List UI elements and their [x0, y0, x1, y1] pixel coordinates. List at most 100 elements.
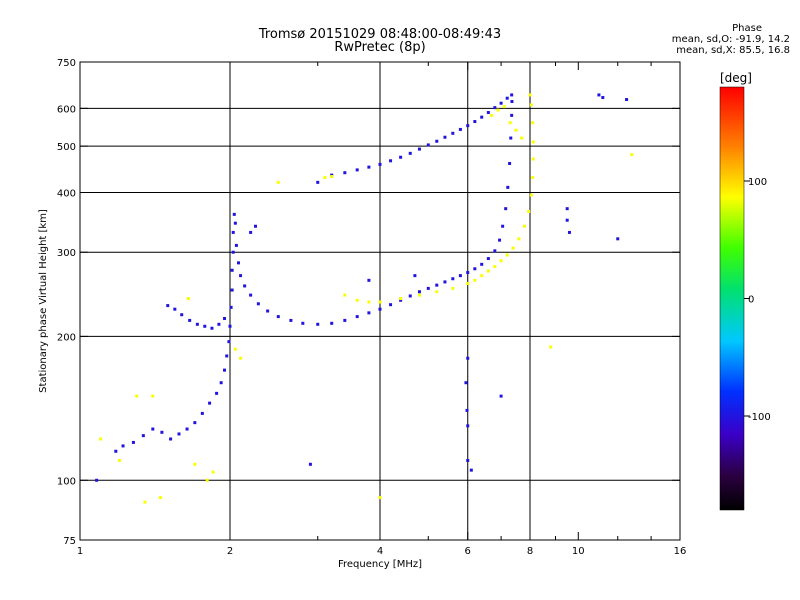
data-point-x-mode	[466, 282, 470, 286]
data-point-o-mode	[473, 267, 477, 271]
data-point-x-mode	[549, 345, 553, 349]
data-point-x-mode	[496, 108, 500, 112]
data-point-o-mode	[166, 304, 170, 308]
data-point-o-mode	[121, 444, 125, 448]
data-point-o-mode	[160, 430, 164, 434]
data-point-x-mode	[531, 140, 535, 144]
data-point-o-mode	[177, 432, 181, 436]
data-point-o-mode	[230, 288, 234, 292]
data-point-o-mode	[469, 468, 473, 472]
data-point-x-mode	[528, 93, 532, 97]
data-point-o-mode	[249, 230, 253, 234]
data-point-x-mode	[505, 253, 509, 257]
data-point-o-mode	[466, 356, 470, 360]
data-point-x-mode	[158, 496, 162, 500]
data-point-o-mode	[473, 120, 477, 124]
data-point-o-mode	[233, 221, 237, 225]
data-point-o-mode	[508, 161, 512, 165]
data-point-o-mode	[308, 462, 312, 466]
axis-ticks: 1 2 4 6 8 10 16 75 100 200 300 400 500 600 750	[57, 58, 686, 557]
x-tick-label: 16	[674, 546, 687, 557]
data-point-o-mode	[227, 340, 231, 344]
data-point-o-mode	[509, 136, 513, 140]
data-point-x-mode	[630, 153, 634, 157]
data-point-x-mode	[276, 180, 280, 184]
data-point-o-mode	[498, 238, 502, 242]
data-point-o-mode	[466, 458, 470, 462]
data-point-o-mode	[276, 315, 280, 319]
data-point-o-mode	[195, 322, 199, 326]
data-point-x-mode	[502, 105, 506, 109]
data-point-x-mode	[193, 462, 197, 466]
data-point-x-mode	[239, 356, 243, 360]
x-tick-label: 1	[77, 546, 83, 557]
data-point-x-mode	[529, 103, 533, 107]
data-point-o-mode	[236, 261, 240, 265]
data-point-o-mode	[301, 321, 305, 325]
data-point-o-mode	[601, 96, 605, 100]
colorbar-tick-label: 100	[748, 177, 767, 188]
phase-stats-x-mode: mean, sd,X: 85.5, 16.8	[676, 45, 790, 56]
data-point-x-mode	[211, 470, 215, 474]
colorbar-unit-label: [deg]	[720, 71, 752, 85]
data-point-o-mode	[232, 212, 236, 216]
data-point-x-mode	[451, 286, 455, 290]
data-point-o-mode	[316, 322, 320, 326]
data-point-x-mode	[493, 265, 497, 269]
data-point-o-mode	[567, 230, 571, 234]
y-axis-label: Stationary phase Virtual Height [km]	[38, 209, 49, 393]
data-point-o-mode	[343, 171, 347, 175]
x-tick-label: 6	[465, 546, 471, 557]
data-point-o-mode	[451, 131, 455, 135]
data-point-o-mode	[417, 147, 421, 151]
data-point-o-mode	[316, 180, 320, 184]
x-tick-label: 2	[227, 546, 233, 557]
data-point-o-mode	[367, 311, 371, 315]
data-point-o-mode	[413, 274, 417, 278]
data-point-x-mode	[378, 300, 382, 304]
data-point-o-mode	[565, 218, 569, 222]
data-point-o-mode	[200, 411, 204, 415]
data-point-o-mode	[493, 106, 497, 110]
data-point-o-mode	[208, 401, 212, 405]
data-point-o-mode	[426, 286, 430, 290]
data-point-o-mode	[486, 111, 490, 115]
data-point-x-mode	[517, 237, 521, 241]
y-tick-label: 100	[57, 476, 76, 487]
y-tick-label: 500	[57, 142, 76, 153]
data-point-o-mode	[355, 168, 359, 172]
data-point-o-mode	[565, 207, 569, 211]
data-point-x-mode	[473, 278, 477, 282]
data-point-o-mode	[504, 207, 508, 211]
colorbar-tick-label: -100	[748, 412, 771, 423]
data-point-o-mode	[458, 127, 462, 131]
data-point-o-mode	[510, 113, 514, 117]
data-point-o-mode	[408, 294, 412, 298]
data-point-o-mode	[378, 162, 382, 166]
data-point-o-mode	[256, 302, 260, 306]
data-point-x-mode	[135, 394, 139, 398]
data-point-o-mode	[505, 96, 509, 100]
data-point-x-mode	[529, 193, 533, 197]
data-point-o-mode	[501, 224, 505, 228]
data-point-o-mode	[506, 185, 510, 189]
data-point-o-mode	[188, 318, 192, 322]
data-point-o-mode	[510, 93, 514, 97]
grid-lines	[80, 62, 680, 540]
data-point-x-mode	[531, 157, 535, 161]
data-point-o-mode	[215, 391, 219, 395]
data-point-o-mode	[223, 368, 227, 372]
data-point-o-mode	[95, 478, 99, 482]
data-point-o-mode	[443, 135, 447, 139]
data-point-o-mode	[266, 309, 270, 313]
data-point-o-mode	[378, 307, 382, 311]
data-point-o-mode	[389, 303, 393, 307]
data-points	[95, 93, 634, 504]
data-point-o-mode	[223, 316, 227, 320]
data-point-o-mode	[114, 449, 118, 453]
phase-stats-title: Phase	[732, 23, 762, 34]
data-point-o-mode	[426, 143, 430, 147]
data-point-o-mode	[451, 277, 455, 281]
data-point-x-mode	[330, 175, 334, 179]
data-point-x-mode	[417, 293, 421, 297]
